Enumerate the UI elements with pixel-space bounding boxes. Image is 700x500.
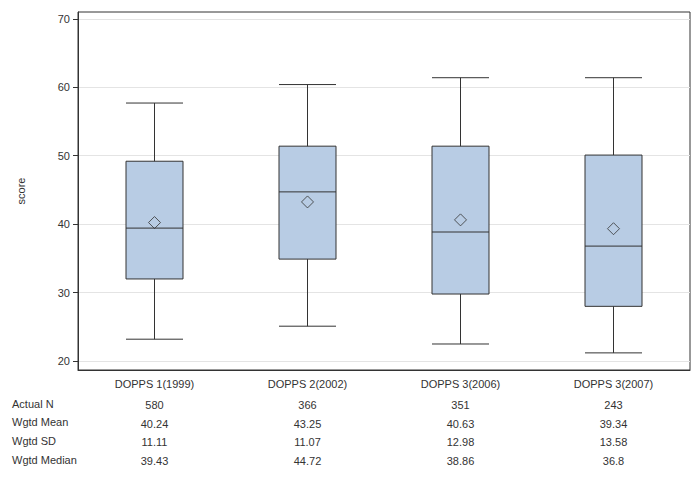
svg-text:12.98: 12.98 xyxy=(447,436,475,448)
svg-text:36.8: 36.8 xyxy=(603,455,624,467)
svg-text:40: 40 xyxy=(58,218,70,230)
svg-text:39.34: 39.34 xyxy=(600,418,628,430)
svg-text:score: score xyxy=(15,178,27,205)
svg-text:11.07: 11.07 xyxy=(294,436,321,448)
svg-text:11.11: 11.11 xyxy=(142,436,168,448)
svg-text:38.86: 38.86 xyxy=(447,455,475,467)
svg-text:DOPPS 2(2002): DOPPS 2(2002) xyxy=(268,378,347,390)
svg-text:70: 70 xyxy=(58,13,70,25)
svg-text:243: 243 xyxy=(604,399,622,411)
svg-text:Wgtd SD: Wgtd SD xyxy=(12,435,56,447)
svg-text:580: 580 xyxy=(145,399,163,411)
svg-text:Wgtd Mean: Wgtd Mean xyxy=(12,416,68,428)
svg-text:40.63: 40.63 xyxy=(447,418,475,430)
svg-text:44.72: 44.72 xyxy=(294,455,322,467)
svg-text:20: 20 xyxy=(58,355,70,367)
svg-text:DOPPS 3(2006): DOPPS 3(2006) xyxy=(421,378,500,390)
svg-text:351: 351 xyxy=(451,399,469,411)
svg-text:DOPPS 3(2007): DOPPS 3(2007) xyxy=(574,378,653,390)
svg-text:39.43: 39.43 xyxy=(141,455,169,467)
svg-text:43.25: 43.25 xyxy=(294,418,322,430)
svg-text:40.24: 40.24 xyxy=(141,418,169,430)
svg-text:30: 30 xyxy=(58,287,70,299)
svg-text:DOPPS 1(1999): DOPPS 1(1999) xyxy=(115,378,194,390)
svg-text:366: 366 xyxy=(298,399,316,411)
svg-text:13.58: 13.58 xyxy=(600,436,628,448)
svg-text:Wgtd Median: Wgtd Median xyxy=(12,454,77,466)
svg-text:50: 50 xyxy=(58,150,70,162)
svg-text:60: 60 xyxy=(58,81,70,93)
svg-text:Actual N: Actual N xyxy=(12,398,54,410)
